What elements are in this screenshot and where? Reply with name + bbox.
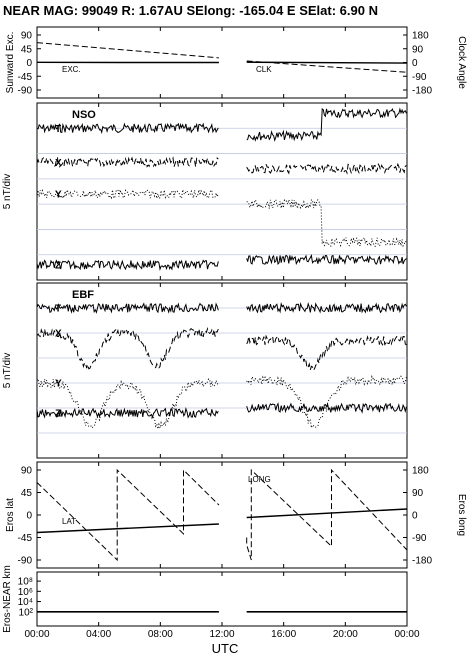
y-tick-label-right: 90 — [412, 488, 424, 499]
y-tick-label: 10² — [19, 607, 34, 618]
y-tick-label-right: 180 — [412, 31, 429, 42]
y-tick-label-right: 90 — [412, 44, 424, 55]
nso-panel: 5 nT/div NSO T X Y Z — [2, 102, 408, 281]
trace-x — [36, 156, 219, 169]
eros-panel: 90 45 0 -45 -90 180 90 0 -90 -180 Eros lat Eros lon… — [5, 461, 467, 569]
y-tick-label-left: 45 — [21, 44, 33, 55]
x-tick-label: 20:00 — [333, 629, 358, 640]
series-label-clk: CLK — [256, 65, 272, 74]
trace-t — [246, 107, 407, 142]
panel-frame — [36, 461, 408, 569]
trace-x — [246, 334, 407, 372]
y-tick-label-right: 0 — [412, 58, 418, 69]
y-tick-label-left: -90 — [18, 86, 33, 97]
trace-z — [246, 402, 407, 414]
y-tick-label-right: 180 — [412, 466, 429, 477]
trace-label-y: Y — [55, 379, 62, 390]
trace-label-x: X — [55, 158, 62, 169]
trace-z — [36, 259, 219, 271]
series-label-long: LONG — [248, 475, 271, 484]
y-tick-label-left: -45 — [18, 533, 33, 544]
trace-label-t: T — [55, 304, 61, 315]
y-tick-label-right: 0 — [412, 511, 418, 522]
y-tick-label-right: -180 — [412, 556, 432, 567]
y-tick-label-left: 0 — [26, 58, 32, 69]
x-tick-label: 04:00 — [86, 629, 111, 640]
trace-label-y: Y — [55, 190, 62, 201]
y-axis-label: 5 nT/div — [2, 174, 13, 210]
trace-label-t: T — [55, 124, 61, 135]
series-label-exc: EXC. — [62, 65, 81, 74]
trace-label-z: Z — [55, 260, 61, 271]
trace-t — [36, 122, 219, 135]
series-line-lat — [36, 523, 219, 534]
trace-y — [246, 198, 407, 248]
y-axis-label: 5 nT/div — [2, 353, 13, 389]
x-tick-label: 08:00 — [148, 629, 173, 640]
trace-t — [36, 302, 219, 314]
y-tick-label-left: -90 — [18, 556, 33, 567]
series-line-long — [246, 468, 408, 561]
panel-frame — [36, 282, 408, 459]
y-tick-label-left: 0 — [26, 511, 32, 522]
ebf-panel: 5 nT/div EBF T X Y Z — [2, 282, 408, 459]
y-tick-label-right: -90 — [412, 72, 427, 83]
y-tick-label-left: -45 — [18, 72, 33, 83]
trace-z — [246, 253, 407, 266]
series-line-exc — [246, 61, 408, 64]
trace-label-z: Z — [55, 409, 61, 420]
trace-x — [36, 326, 219, 370]
x-tick-label: 12:00 — [209, 629, 234, 640]
y-tick-label-left: 90 — [21, 31, 33, 42]
series-line-lat — [246, 508, 408, 519]
y-tick-label: 10⁴ — [18, 597, 33, 608]
series-line-long — [36, 468, 220, 562]
y-axis-label: Eros-NEAR km — [2, 565, 13, 633]
panel-frame — [36, 571, 408, 627]
y-tick-label: 10⁸ — [18, 577, 33, 588]
trace-y — [246, 374, 407, 430]
x-tick-label: 16:00 — [271, 629, 296, 640]
angles-panel: 90 45 0 -45 -90 180 90 0 -90 -180 Sunward Exc. Cloc… — [5, 26, 467, 99]
series-label-lat: LAT — [62, 517, 76, 526]
trace-z — [36, 407, 219, 419]
panel-label: NSO — [72, 109, 96, 121]
y-axis-label-right: Eros long — [456, 494, 467, 536]
series-line-clk — [36, 42, 219, 59]
y-tick-label: 10⁶ — [18, 587, 33, 598]
trace-label-x: X — [55, 329, 62, 340]
trace-y — [36, 187, 219, 200]
trace-y — [36, 377, 219, 430]
x-tick-label: 00:00 — [394, 629, 419, 640]
y-tick-label-left: 45 — [21, 488, 33, 499]
figure-title: NEAR MAG: 99049 R: 1.67AU SElong: -165.0… — [3, 3, 378, 18]
y-tick-label-right: -180 — [412, 86, 432, 97]
x-tick-label: 00:00 — [24, 629, 49, 640]
trace-x — [246, 162, 407, 175]
y-axis-label-left: Eros lat — [5, 498, 16, 532]
panel-label: EBF — [72, 289, 94, 301]
x-axis-label: UTC — [212, 641, 239, 656]
trace-t — [246, 301, 407, 314]
y-axis-label-left: Sunward Exc. — [5, 32, 16, 94]
y-tick-label-left: 90 — [21, 466, 33, 477]
y-tick-label-right: -90 — [412, 533, 427, 544]
y-axis-label-right: Clock Angle — [456, 36, 467, 89]
